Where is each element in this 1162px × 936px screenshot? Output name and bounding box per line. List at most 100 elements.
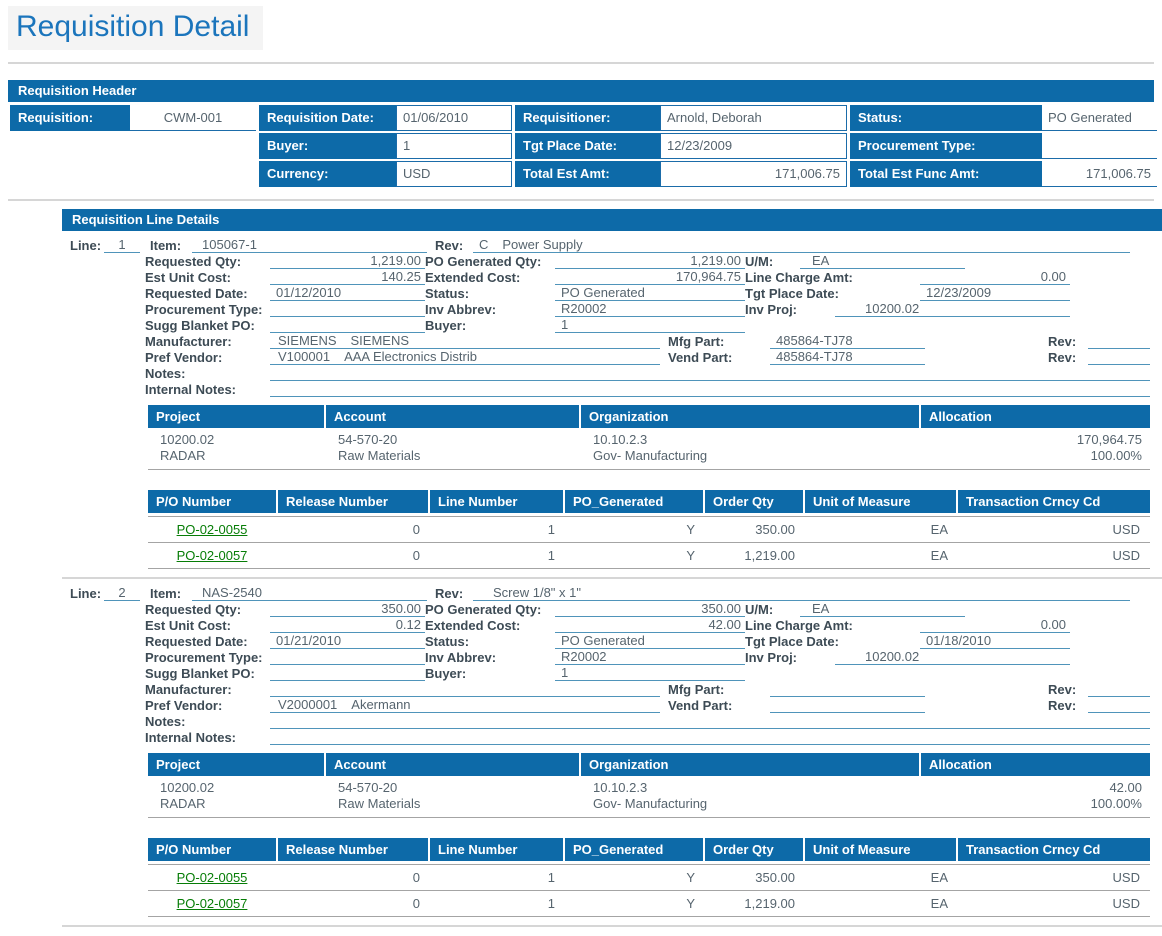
requested-date-field: 01/21/2010 xyxy=(270,633,425,649)
po-header-order-qty: Order Qty xyxy=(705,490,803,513)
po-generated-qty-label: PO Generated Qty: xyxy=(425,254,542,269)
po-number-link[interactable]: PO-02-0057 xyxy=(176,896,248,911)
mfg-part-field xyxy=(770,681,925,697)
po-header-line: Line Number xyxy=(430,490,563,513)
rev-field: C Power Supply xyxy=(473,237,1130,253)
item-label: Item: xyxy=(150,586,182,601)
pref-vendor-id: V100001 xyxy=(278,349,331,364)
order-qty-cell: 1,219.00 xyxy=(744,548,795,563)
vend-part-field xyxy=(770,697,925,713)
organization-id: 10.10.2.3 xyxy=(593,432,648,447)
allocation-amount: 170,964.75 xyxy=(1076,432,1142,447)
mfg-rev-label: Rev: xyxy=(1048,334,1077,349)
po-header-uom: Unit of Measure xyxy=(805,838,956,861)
requisition-header-section-band: Requisition Header xyxy=(8,80,1154,102)
po-number-link[interactable]: PO-02-0055 xyxy=(176,522,248,537)
vend-part-label: Vend Part: xyxy=(668,350,733,365)
line-divider xyxy=(62,925,1162,927)
allocation-table-row: 10200.02 RADAR 54-570-20 Raw Materials 1… xyxy=(148,428,1150,470)
po-number-cell: PO-02-0057 xyxy=(148,891,276,916)
vend-rev-field xyxy=(1088,349,1150,365)
po-generated-cell: Y xyxy=(686,896,695,911)
field-row: Pref Vendor: V100001 AAA Electronics Dist… xyxy=(62,349,1162,365)
requisition-header-row: Requisition: CWM-001 Requisition Date: 0… xyxy=(10,105,1157,131)
inv-abbrev-field: R20002 xyxy=(555,301,745,317)
allocation-percent: 100.00% xyxy=(1090,448,1142,463)
allocation-table-row: 10200.02 RADAR 54-570-20 Raw Materials 1… xyxy=(148,776,1150,818)
crncy-cell: USD xyxy=(1112,548,1140,563)
po-table-header: P/O Number Release Number Line Number PO… xyxy=(148,838,1150,861)
requisition-header-section-title: Requisition Header xyxy=(18,83,137,98)
project-name: RADAR xyxy=(160,796,206,811)
tgt-place-date-value: 12/23/2009 xyxy=(660,133,847,159)
po-number-link[interactable]: PO-02-0057 xyxy=(176,548,248,563)
tgt-place-date-field: 01/18/2010 xyxy=(920,633,1070,649)
po-number-cell: PO-02-0055 xyxy=(148,517,276,542)
line-number-field: 1 xyxy=(104,237,140,253)
page-title: Requisition Detail xyxy=(8,6,264,50)
requested-date-field: 01/12/2010 xyxy=(270,285,425,301)
requisition-header-table: Requisition: CWM-001 Requisition Date: 0… xyxy=(10,105,1157,187)
pref-vendor-id: V2000001 xyxy=(278,697,338,712)
vend-part-label: Vend Part: xyxy=(668,698,733,713)
pref-vendor-name: Akermann xyxy=(351,697,411,712)
allocation-table: Project Account Organization Allocation … xyxy=(148,753,1150,818)
requisitioner-label: Requisitioner: xyxy=(515,105,660,131)
um-field: EA xyxy=(800,253,965,269)
title-area: Requisition Detail xyxy=(8,6,1154,50)
tgt-place-date-field: 12/23/2009 xyxy=(920,285,1070,301)
field-row: Procurement Type: Inv Abbrev: R20002 Inv… xyxy=(62,301,1162,317)
po-number-link[interactable]: PO-02-0055 xyxy=(176,870,248,885)
crncy-cell: USD xyxy=(1112,896,1140,911)
pref-vendor-field: V100001 AAA Electronics Distrib xyxy=(270,349,660,365)
field-row: Sugg Blanket PO: Buyer: 1 xyxy=(62,317,1162,333)
requisition-date-value: 01/06/2010 xyxy=(396,105,512,131)
allocation-table-header: Project Account Organization Allocation xyxy=(148,405,1150,428)
status-label: Status: xyxy=(850,105,1042,131)
item-description: Power Supply xyxy=(502,237,583,252)
requested-qty-field: 1,219.00 xyxy=(270,253,425,269)
requested-qty-field: 350.00 xyxy=(270,601,425,617)
total-est-amt-label: Total Est Amt: xyxy=(515,161,660,187)
vend-rev-label: Rev: xyxy=(1048,350,1077,365)
um-field: EA xyxy=(800,601,965,617)
procurement-type-value xyxy=(1042,133,1157,159)
inv-proj-label: Inv Proj: xyxy=(745,650,798,665)
status-field: PO Generated xyxy=(555,285,745,301)
allocation-amount: 42.00 xyxy=(1109,780,1142,795)
allocation-header-organization: Organization xyxy=(581,405,919,428)
organization-name: Gov- Manufacturing xyxy=(593,796,708,811)
crncy-cell: USD xyxy=(1112,870,1140,885)
extended-cost-field: 42.00 xyxy=(555,617,745,633)
divider xyxy=(8,199,1154,201)
field-row: Internal Notes: xyxy=(62,381,1162,397)
po-header-crncy: Transaction Crncy Cd xyxy=(958,490,1150,513)
line-charge-amt-label: Line Charge Amt: xyxy=(745,270,853,285)
rev-label: Rev: xyxy=(435,238,464,253)
inv-proj-field: 10200.02 xyxy=(835,301,1070,317)
um-label: U/M: xyxy=(745,254,774,269)
account-cell: 54-570-20 Raw Materials xyxy=(326,432,579,464)
procurement-type-field xyxy=(270,301,425,317)
procurement-type-field xyxy=(270,649,425,665)
item-field: 105067-1 xyxy=(192,237,427,253)
total-est-amt-value: 171,006.75 xyxy=(660,161,847,187)
field-row: Manufacturer: SIEMENS SIEMENS Mfg Part: 4… xyxy=(62,333,1162,349)
allocation-header-project: Project xyxy=(148,753,324,776)
field-row: Requested Qty: 350.00 PO Generated Qty: … xyxy=(62,601,1162,617)
status-value: PO Generated xyxy=(1042,105,1157,131)
line-label: Line: xyxy=(70,238,102,253)
pref-vendor-field: V2000001 Akermann xyxy=(270,697,660,713)
uom-cell: EA xyxy=(930,522,948,537)
internal-notes-field xyxy=(270,729,1150,745)
inv-proj-label: Inv Proj: xyxy=(745,302,798,317)
vend-rev-label: Rev: xyxy=(1048,698,1077,713)
tgt-place-date-label: Tgt Place Date: xyxy=(745,286,839,301)
uom-cell: EA xyxy=(930,870,948,885)
tgt-place-date-label: Tgt Place Date: xyxy=(745,634,839,649)
order-qty-cell: 350.00 xyxy=(755,870,795,885)
organization-cell: 10.10.2.3 Gov- Manufacturing xyxy=(581,780,919,812)
line-charge-amt-field: 0.00 xyxy=(920,269,1070,285)
project-id: 10200.02 xyxy=(160,780,215,795)
allocation-header-allocation: Allocation xyxy=(921,753,1150,776)
